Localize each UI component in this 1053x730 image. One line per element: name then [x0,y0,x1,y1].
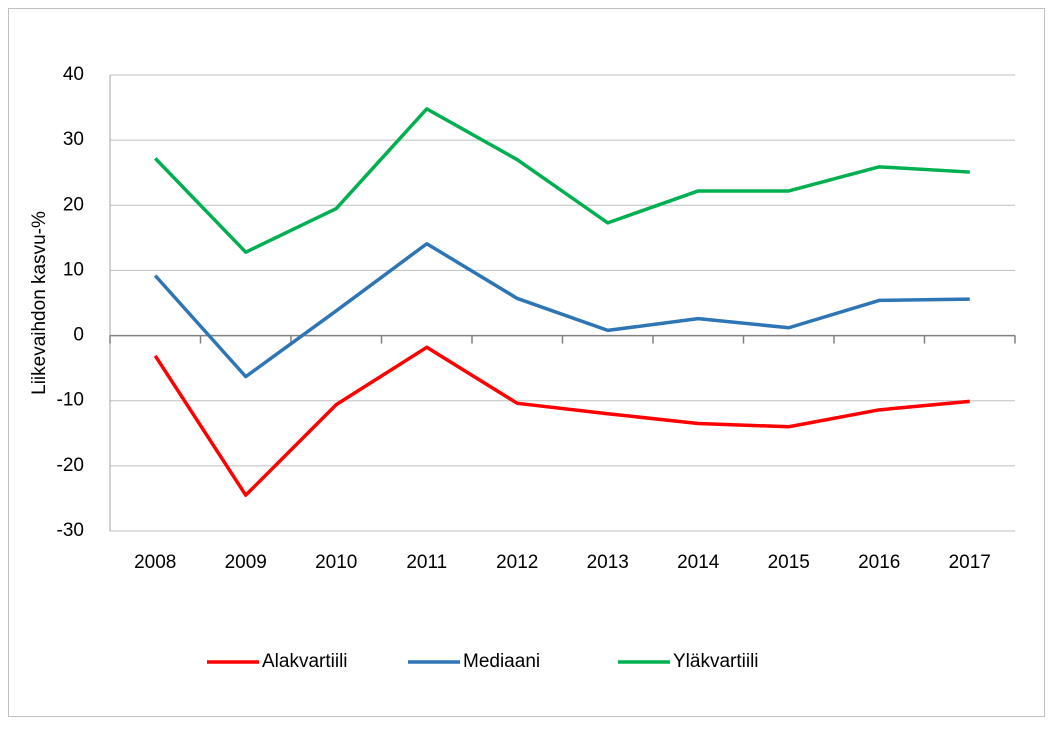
line-series [153,107,970,254]
y-tick-label: 20 [63,194,84,215]
x-tick-label: 2011 [406,552,447,573]
y-tick-label: -10 [57,390,84,411]
legend-label: Mediaani [463,651,540,672]
x-tick-label: 2013 [587,552,629,573]
x-tick-label: 2015 [768,552,810,573]
line-series [153,241,970,379]
y-tick-label: -30 [57,520,84,541]
y-axis-label: Liikevaihdon kasvu-% [29,211,50,395]
y-tick-label: -20 [57,455,84,476]
y-tick-label: 30 [63,129,84,150]
x-tick-label: 2012 [496,552,538,573]
x-tick-label: 2016 [858,552,900,573]
line-series [153,345,970,497]
x-tick-label: 2014 [677,552,720,573]
y-tick-label: 0 [73,325,84,346]
y-tick-label: 40 [63,64,84,85]
x-tick-label: 2009 [225,552,267,573]
legend-label: Alakvartiili [262,651,348,672]
x-tick-label: 2010 [315,552,357,573]
chart-border [8,8,1045,717]
x-tick-label: 2017 [949,552,991,573]
legend-label: Yläkvartiili [673,651,759,672]
y-tick-label: 10 [63,259,84,280]
x-tick-label: 2008 [134,552,176,573]
